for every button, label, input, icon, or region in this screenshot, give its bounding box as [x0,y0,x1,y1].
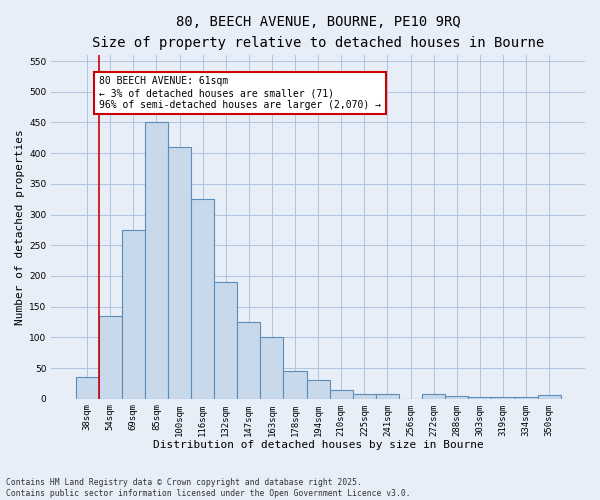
Bar [307,380,329,398]
Text: Contains HM Land Registry data © Crown copyright and database right 2025.
Contai: Contains HM Land Registry data © Crown c… [6,478,410,498]
Title: 80, BEECH AVENUE, BOURNE, PE10 9RQ
Size of property relative to detached houses : 80, BEECH AVENUE, BOURNE, PE10 9RQ Size … [92,15,544,50]
Bar [76,377,98,398]
Bar [538,395,561,398]
Bar [168,147,191,399]
Bar [214,282,237,399]
Bar [98,316,122,398]
Bar [283,371,307,398]
Bar [237,322,260,398]
Bar [422,394,445,398]
Bar [445,396,469,398]
Bar [122,230,145,398]
Text: 80 BEECH AVENUE: 61sqm
← 3% of detached houses are smaller (71)
96% of semi-deta: 80 BEECH AVENUE: 61sqm ← 3% of detached … [98,76,380,110]
Bar [260,338,283,398]
Bar [376,394,399,398]
Bar [353,394,376,398]
Bar [145,122,168,398]
X-axis label: Distribution of detached houses by size in Bourne: Distribution of detached houses by size … [153,440,484,450]
Bar [329,390,353,398]
Bar [191,199,214,398]
Y-axis label: Number of detached properties: Number of detached properties [15,129,25,324]
